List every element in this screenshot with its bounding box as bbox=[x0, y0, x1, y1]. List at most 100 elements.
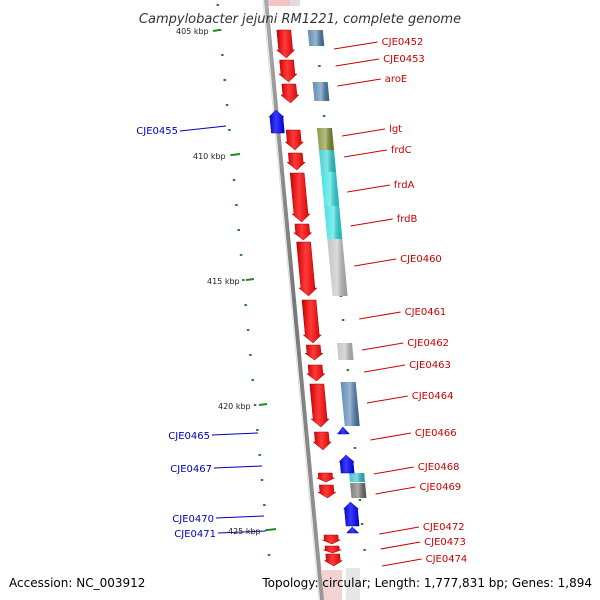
forward-gene-arrow bbox=[317, 484, 337, 499]
cog-block-shade bbox=[327, 239, 348, 296]
backbone-strand-outer bbox=[264, 0, 324, 600]
forward-gene-leader bbox=[342, 128, 386, 137]
forward-gene-leader bbox=[379, 526, 419, 535]
forward-gene-leader bbox=[375, 486, 416, 495]
forward-gene-arrow bbox=[292, 223, 313, 241]
reverse-gene-leader bbox=[211, 432, 259, 436]
forward-gene-leader bbox=[354, 258, 397, 267]
forward-gene-label: frdC bbox=[391, 145, 412, 156]
cog-block-shade bbox=[349, 473, 365, 482]
forward-gene-arrow bbox=[280, 83, 300, 104]
forward-gene-arrow bbox=[301, 299, 322, 344]
scale-label: 415 kbp bbox=[207, 277, 240, 286]
forward-gene-arrow bbox=[275, 29, 296, 59]
forward-gene-label: CJE0466 bbox=[415, 428, 457, 439]
gene-labels: CJE0452 CJE0453 aroE lgt frdC frdA frdB CJE0460… bbox=[136, 37, 467, 565]
cog-block-shade bbox=[316, 128, 334, 150]
forward-gene-label: CJE0464 bbox=[412, 391, 454, 402]
forward-gene-arrow bbox=[312, 431, 332, 451]
forward-gene-leader bbox=[347, 184, 390, 193]
gene-arrows bbox=[268, 29, 360, 567]
reverse-gene-label: CJE0455 bbox=[136, 126, 178, 137]
forward-gene-label: frdB bbox=[397, 214, 418, 225]
reverse-gene-arrow bbox=[268, 109, 285, 134]
reverse-gene-leader bbox=[217, 530, 267, 534]
forward-gene-label: CJE0474 bbox=[426, 554, 468, 565]
forward-gene-arrow bbox=[286, 152, 306, 171]
forward-gene-arrow bbox=[316, 472, 335, 483]
forward-gene-arrow bbox=[284, 129, 304, 151]
forward-gene-leader bbox=[373, 466, 414, 475]
forward-gene-leader bbox=[362, 342, 404, 351]
scale-tick bbox=[231, 153, 241, 156]
forward-gene-arrow bbox=[296, 241, 318, 297]
reverse-gene-leader bbox=[213, 465, 263, 469]
cog-block-shade bbox=[324, 206, 343, 239]
forward-gene-label: CJE0473 bbox=[424, 537, 466, 548]
forward-gene-label: CJE0463 bbox=[409, 360, 451, 371]
forward-gene-arrow bbox=[289, 172, 311, 223]
forward-gene-leader bbox=[344, 149, 387, 158]
forward-gene-arrow bbox=[322, 534, 341, 545]
cog-blocks bbox=[307, 30, 367, 498]
forward-gene-label: CJE0453 bbox=[383, 54, 425, 65]
cog-block-shade bbox=[319, 150, 337, 172]
accession-label: Accession: NC_003912 bbox=[9, 576, 145, 590]
edge-ring-hints bbox=[268, 0, 360, 600]
forward-gene-leader bbox=[366, 395, 408, 404]
cog-block-shade bbox=[340, 382, 360, 426]
forward-gene-leader bbox=[364, 364, 406, 373]
forward-gene-leader bbox=[337, 78, 381, 87]
scale-labels: 405 kbp 410 kbp 415 kbp 420 kbp 425 kbp bbox=[176, 27, 277, 536]
scale-tick bbox=[258, 403, 268, 406]
forward-gene-label: CJE0462 bbox=[407, 338, 449, 349]
reverse-gene-label: CJE0470 bbox=[172, 514, 214, 525]
scale-tick bbox=[267, 528, 277, 531]
cog-block-shade bbox=[307, 30, 325, 46]
cog-block-shade bbox=[321, 172, 340, 206]
reverse-gene-arrow bbox=[342, 501, 360, 527]
reverse-gene-leader bbox=[179, 125, 227, 132]
forward-gene-arrow bbox=[323, 545, 342, 554]
reverse-gene-label: CJE0465 bbox=[168, 431, 210, 442]
forward-gene-leader bbox=[382, 558, 422, 567]
cog-block-shade bbox=[312, 82, 330, 101]
forward-gene-label: CJE0460 bbox=[400, 254, 442, 265]
reverse-gene-label: CJE0467 bbox=[170, 464, 212, 475]
forward-gene-leader bbox=[335, 58, 380, 67]
scale-label: 410 kbp bbox=[193, 152, 226, 161]
scale-label: 405 kbp bbox=[176, 27, 209, 36]
scale-tick bbox=[212, 29, 220, 32]
forward-gene-arrow bbox=[304, 344, 324, 361]
forward-gene-leader bbox=[380, 541, 421, 550]
forward-gene-arrow bbox=[278, 59, 298, 83]
scale-label: 425 kbp bbox=[228, 527, 261, 536]
forward-gene-label: CJE0469 bbox=[419, 482, 461, 493]
reverse-gene-arrow bbox=[338, 454, 355, 474]
reverse-gene-arrow bbox=[337, 426, 351, 435]
reverse-gene-label: CJE0471 bbox=[174, 529, 216, 540]
forward-gene-arrow bbox=[309, 383, 330, 428]
reverse-gene-leader bbox=[215, 515, 265, 519]
scale-label: 420 kbp bbox=[218, 402, 251, 411]
forward-gene-leader bbox=[333, 41, 378, 50]
forward-gene-leader bbox=[370, 432, 411, 441]
forward-gene-arrow bbox=[306, 364, 326, 382]
cog-block-shade bbox=[337, 343, 354, 360]
reverse-gene-arrow bbox=[346, 526, 360, 534]
forward-gene-leader bbox=[350, 218, 393, 227]
forward-gene-label: lgt bbox=[389, 124, 402, 135]
topology-summary: Topology: circular; Length: 1,777,831 bp… bbox=[261, 576, 592, 590]
forward-gene-label: CJE0468 bbox=[418, 462, 460, 473]
forward-gene-label: CJE0461 bbox=[405, 307, 447, 318]
forward-gene-leader bbox=[359, 311, 401, 320]
backbone-strand-inner bbox=[262, 0, 320, 600]
forward-gene-label: aroE bbox=[385, 74, 407, 85]
forward-gene-label: frdA bbox=[394, 180, 415, 191]
scale-tick bbox=[245, 278, 255, 281]
label-leader-lines bbox=[179, 41, 422, 567]
cog-block-shade bbox=[350, 483, 367, 498]
forward-gene-label: CJE0452 bbox=[382, 37, 424, 48]
